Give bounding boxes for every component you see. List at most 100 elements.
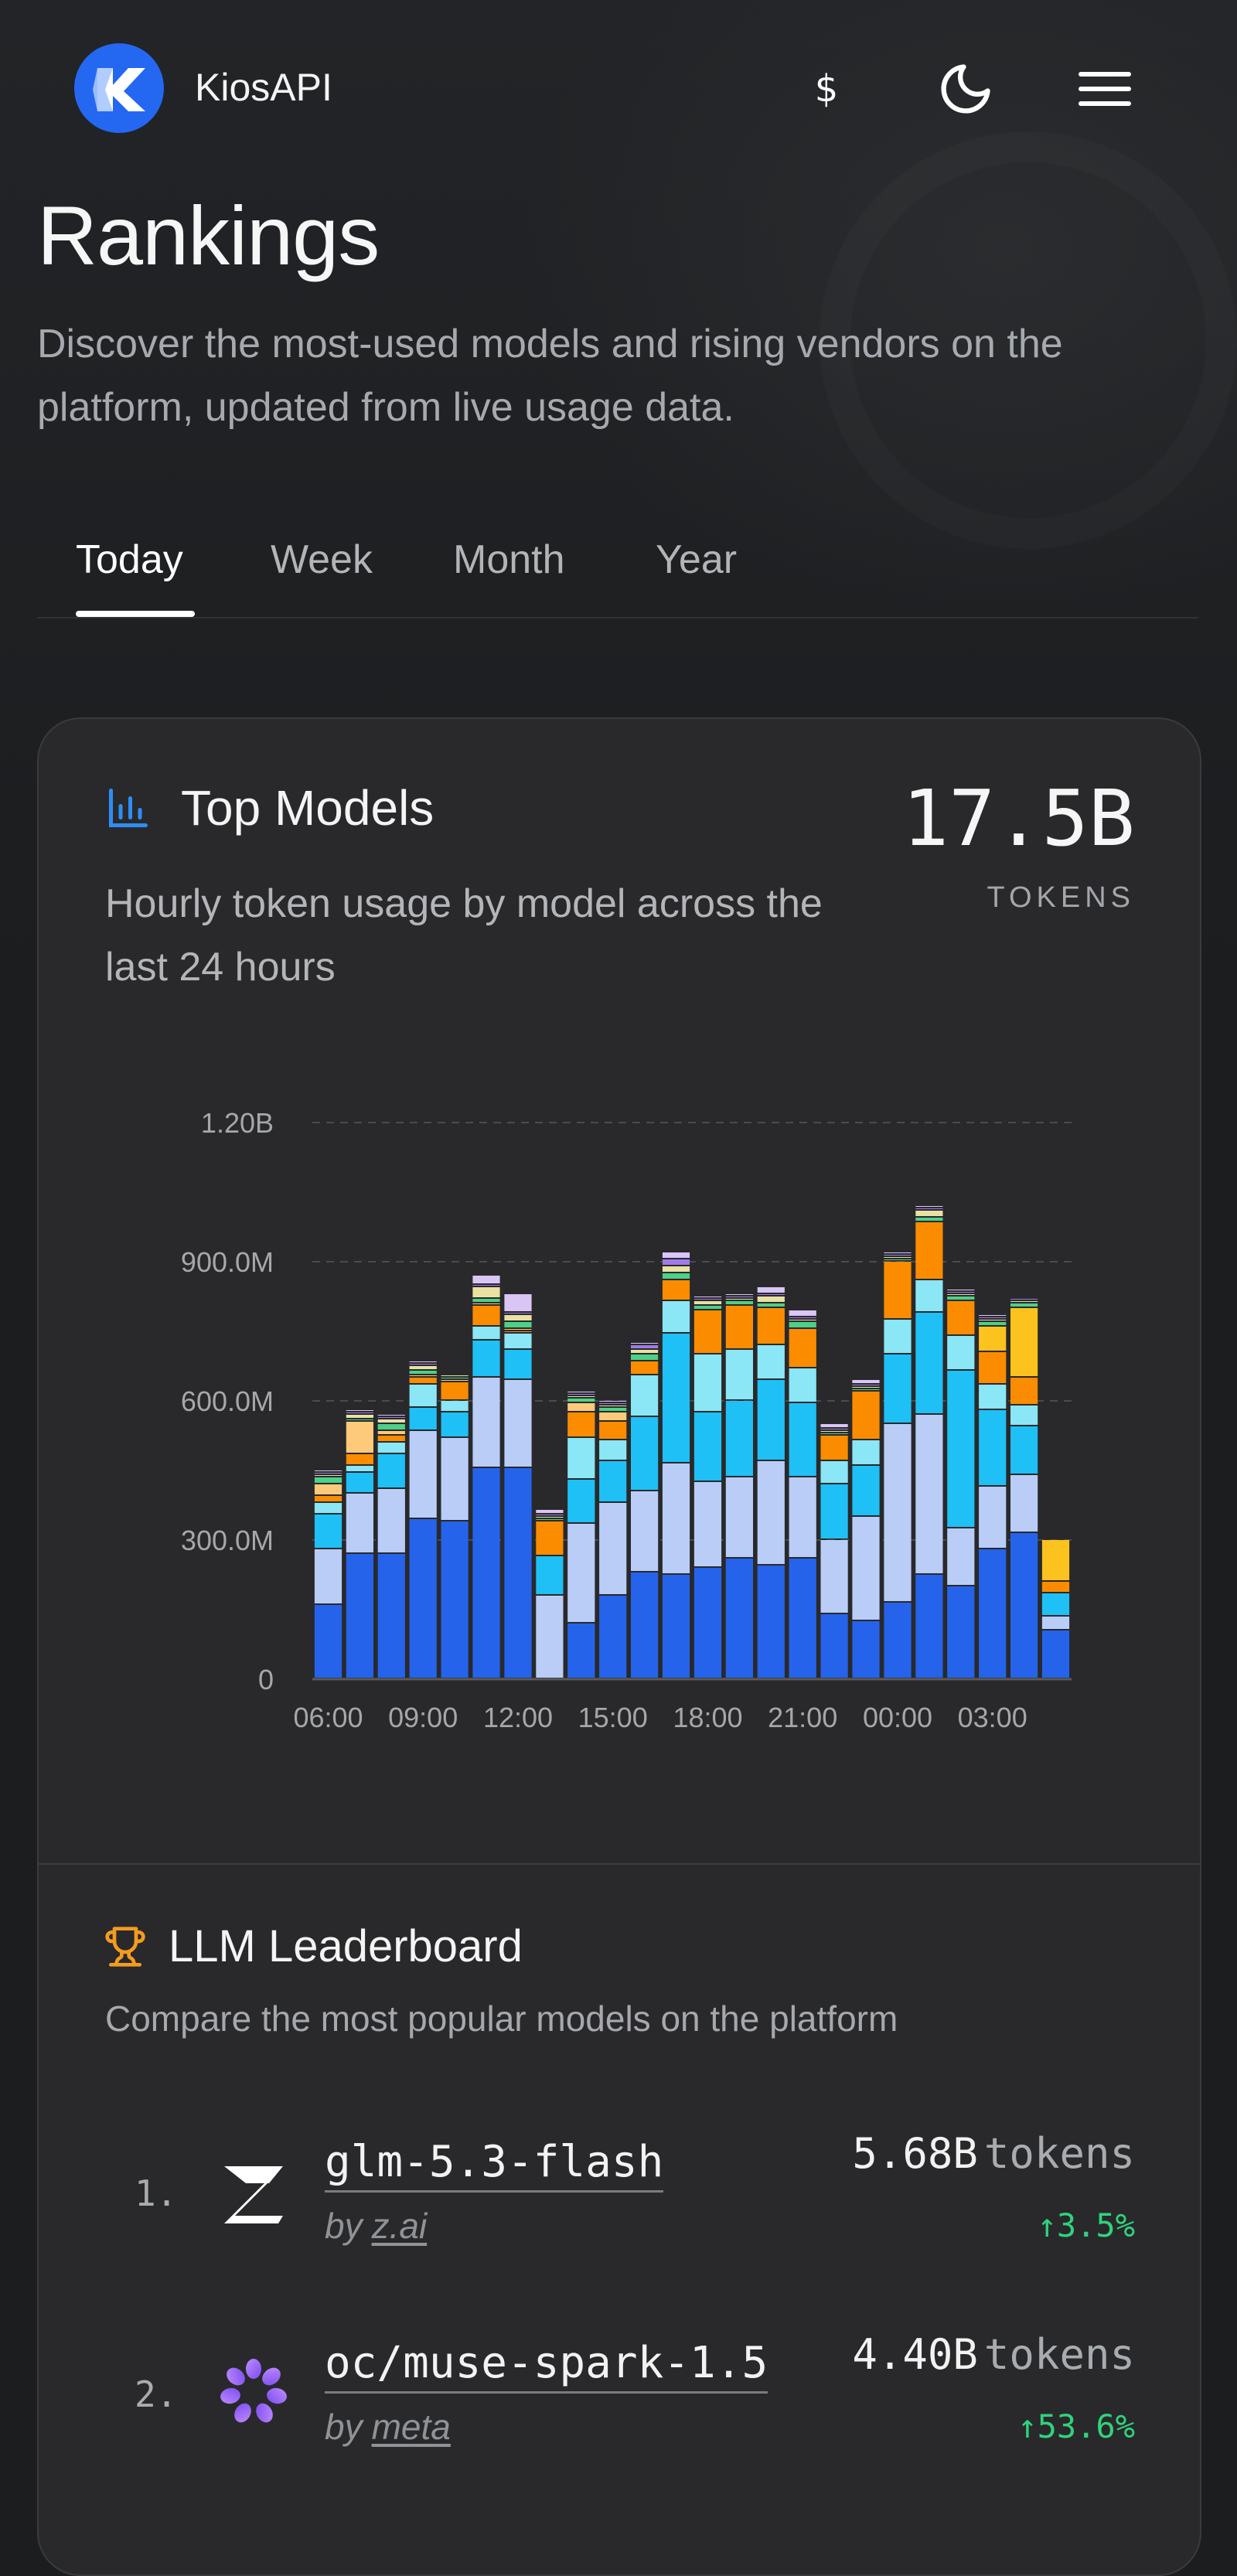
bar-segment[interactable] xyxy=(884,1603,912,1678)
bar-segment[interactable] xyxy=(884,1257,912,1258)
bar-segment[interactable] xyxy=(915,1218,943,1221)
bar-segment[interactable] xyxy=(472,1378,500,1467)
bar-segment[interactable] xyxy=(693,1354,722,1411)
bar-segment[interactable] xyxy=(314,1475,342,1476)
bar-segment[interactable] xyxy=(314,1470,342,1471)
bar-segment[interactable] xyxy=(979,1487,1007,1548)
bar-segment[interactable] xyxy=(631,1354,659,1360)
bar-segment[interactable] xyxy=(725,1477,753,1557)
bar-segment[interactable] xyxy=(947,1336,975,1369)
bar-segment[interactable] xyxy=(789,1322,816,1327)
bar-segment[interactable] xyxy=(599,1503,627,1594)
bar-segment[interactable] xyxy=(757,1380,785,1460)
bar-segment[interactable] xyxy=(1041,1593,1070,1615)
bar-segment[interactable] xyxy=(409,1371,437,1374)
bar-segment[interactable] xyxy=(1010,1406,1038,1425)
bar-segment[interactable] xyxy=(852,1621,880,1678)
bar-segment[interactable] xyxy=(346,1422,373,1453)
bar-segment[interactable] xyxy=(979,1385,1007,1409)
bar-segment[interactable] xyxy=(979,1317,1007,1318)
bar-segment[interactable] xyxy=(789,1368,816,1402)
bar-segment[interactable] xyxy=(725,1559,753,1678)
bar-segment[interactable] xyxy=(757,1287,785,1293)
bar-segment[interactable] xyxy=(504,1468,532,1678)
bar-segment[interactable] xyxy=(789,1310,816,1316)
bar-segment[interactable] xyxy=(441,1375,469,1376)
bar-segment[interactable] xyxy=(377,1424,405,1429)
bar-segment[interactable] xyxy=(504,1350,532,1378)
bar-segment[interactable] xyxy=(1041,1630,1070,1678)
bar-segment[interactable] xyxy=(536,1517,564,1518)
bar-segment[interactable] xyxy=(662,1463,690,1573)
bar-segment[interactable] xyxy=(725,1299,753,1300)
bar-segment[interactable] xyxy=(884,1354,912,1423)
bar-segment[interactable] xyxy=(979,1549,1007,1678)
bar-segment[interactable] xyxy=(631,1350,659,1353)
bar-segment[interactable] xyxy=(693,1301,722,1304)
bar-segment[interactable] xyxy=(725,1350,753,1399)
bar-segment[interactable] xyxy=(631,1361,659,1374)
bar-segment[interactable] xyxy=(1010,1301,1038,1302)
bar-segment[interactable] xyxy=(472,1299,500,1302)
bar-segment[interactable] xyxy=(346,1415,373,1418)
bar-segment[interactable] xyxy=(314,1549,342,1603)
bar-segment[interactable] xyxy=(820,1436,848,1460)
bar-segment[interactable] xyxy=(567,1438,595,1478)
bar-segment[interactable] xyxy=(789,1317,816,1318)
bar-segment[interactable] xyxy=(504,1380,532,1467)
bar-segment[interactable] xyxy=(662,1273,690,1279)
bar-segment[interactable] xyxy=(504,1322,532,1327)
bar-segment[interactable] xyxy=(599,1401,627,1402)
bar-segment[interactable] xyxy=(789,1559,816,1678)
bar-segment[interactable] xyxy=(884,1262,912,1318)
bar-segment[interactable] xyxy=(852,1389,880,1390)
bar-segment[interactable] xyxy=(409,1431,437,1518)
bar-segment[interactable] xyxy=(567,1396,595,1397)
bar-segment[interactable] xyxy=(599,1408,627,1411)
hourly-usage-chart[interactable]: 0 300.0M 600.0M 900.0M 1.20B 06:00 09:00 12:00 1… xyxy=(39,719,1200,1801)
bar-segment[interactable] xyxy=(472,1303,500,1304)
bar-segment[interactable] xyxy=(693,1306,722,1309)
currency-button[interactable]: $ xyxy=(814,67,839,111)
bar-segment[interactable] xyxy=(1041,1582,1070,1592)
bar-segment[interactable] xyxy=(662,1280,690,1300)
bar-segment[interactable] xyxy=(346,1412,373,1413)
bar-segment[interactable] xyxy=(377,1419,405,1423)
bar-segment[interactable] xyxy=(852,1517,880,1620)
bar-segment[interactable] xyxy=(725,1306,753,1348)
bar-segment[interactable] xyxy=(314,1515,342,1548)
bar-segment[interactable] xyxy=(884,1252,912,1253)
bar-segment[interactable] xyxy=(377,1489,405,1552)
bar-segment[interactable] xyxy=(662,1334,690,1462)
bar-segment[interactable] xyxy=(536,1596,564,1678)
menu-button[interactable] xyxy=(1070,54,1140,124)
bar-segment[interactable] xyxy=(472,1285,500,1286)
bar-segment[interactable] xyxy=(662,1259,690,1265)
bar-segment[interactable] xyxy=(409,1364,437,1365)
bar-segment[interactable] xyxy=(599,1422,627,1439)
bar-segment[interactable] xyxy=(757,1308,785,1344)
bar-segment[interactable] xyxy=(536,1556,564,1594)
bar-segment[interactable] xyxy=(472,1287,500,1297)
bar-segment[interactable] xyxy=(472,1306,500,1325)
bar-segment[interactable] xyxy=(693,1299,722,1300)
bar-segment[interactable] xyxy=(947,1294,975,1295)
kiosapi-logo-icon[interactable] xyxy=(74,43,164,133)
bar-segment[interactable] xyxy=(314,1477,342,1483)
bar-segment[interactable] xyxy=(852,1466,880,1515)
bar-segment[interactable] xyxy=(725,1301,753,1304)
theme-toggle-button[interactable] xyxy=(931,54,1000,124)
bar-segment[interactable] xyxy=(1010,1426,1038,1474)
bar-segment[interactable] xyxy=(346,1473,373,1492)
bar-segment[interactable] xyxy=(884,1424,912,1601)
bar-segment[interactable] xyxy=(915,1222,943,1279)
bar-segment[interactable] xyxy=(820,1484,848,1538)
bar-segment[interactable] xyxy=(1010,1378,1038,1404)
bar-segment[interactable] xyxy=(472,1327,500,1339)
bar-segment[interactable] xyxy=(693,1568,722,1678)
bar-segment[interactable] xyxy=(599,1412,627,1420)
bar-segment[interactable] xyxy=(567,1403,595,1411)
leaderboard-row[interactable]: 2. oc/muse-spark-1. xyxy=(39,2316,1200,2471)
bar-segment[interactable] xyxy=(567,1624,595,1678)
bar-segment[interactable] xyxy=(757,1566,785,1678)
